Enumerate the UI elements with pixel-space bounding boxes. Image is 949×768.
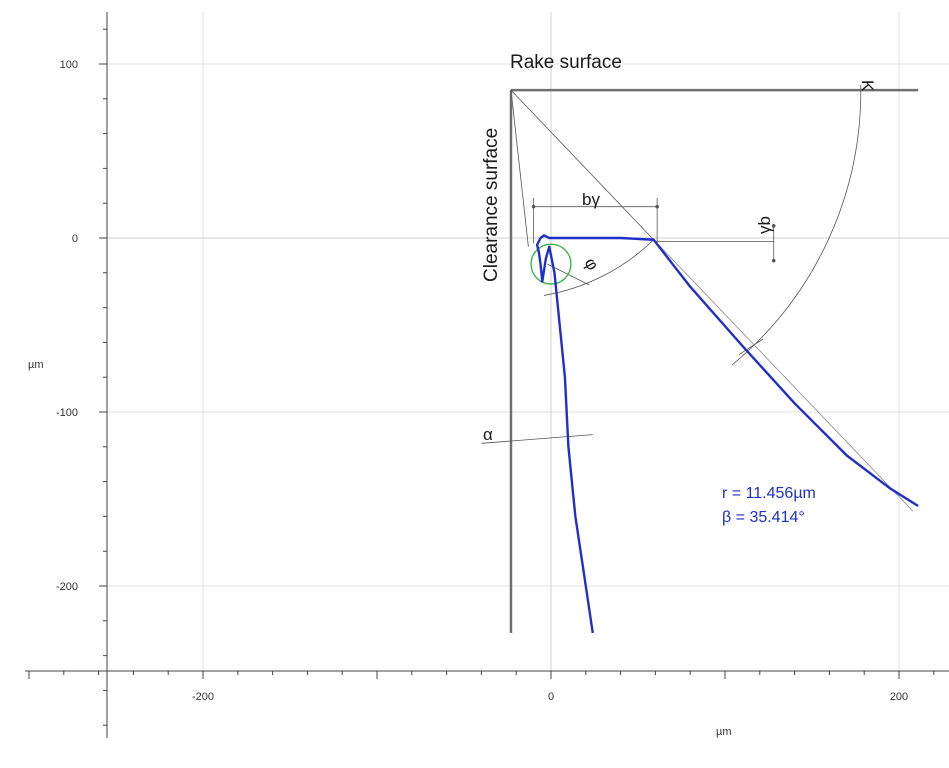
alpha-line	[481, 434, 593, 444]
grid	[107, 12, 949, 671]
dimension-arrow	[531, 204, 536, 209]
wedge-angle-arc	[543, 239, 654, 296]
x-tick-label: 0	[548, 691, 554, 703]
alpha-label: α	[483, 425, 493, 444]
dimension-arrow	[655, 204, 659, 209]
rake-surface-label: Rake surface	[510, 52, 622, 73]
fit-circle	[530, 243, 572, 285]
kappa-arc	[731, 84, 862, 366]
y-tick-label: 0	[72, 233, 78, 245]
y-axis-label: µm	[28, 359, 44, 371]
ticks: -200 0 200 100 0 -100 -200	[28, 28, 935, 726]
gamma-b-label: γb	[755, 216, 774, 234]
y-tick-label: -100	[56, 407, 78, 419]
dimension-arrow	[771, 258, 776, 263]
dimension-arrow	[771, 224, 776, 228]
x-axis-label: µm	[716, 726, 732, 738]
kappa-label: K	[858, 80, 877, 92]
x-tick-label: 200	[890, 691, 908, 703]
clearance-construction-line	[510, 90, 529, 247]
beta-result-text: β = 35.414°	[722, 509, 805, 526]
b-gamma-label: bγ	[582, 190, 600, 209]
radius-result-text: r = 11.456µm	[722, 485, 816, 502]
x-tick-label: -200	[192, 691, 214, 703]
edge-profile-line	[535, 234, 919, 634]
construction-lines	[481, 84, 919, 633]
rake-fit-line	[653, 239, 914, 512]
phi-label: φ	[581, 255, 603, 274]
kappa-tick	[738, 338, 764, 355]
y-tick-label: 100	[60, 59, 78, 71]
diagonal-line	[510, 89, 654, 241]
series	[530, 234, 919, 634]
axes	[25, 12, 949, 738]
clearance-surface-label: Clearance surface	[481, 128, 502, 282]
y-tick-label: -200	[56, 581, 78, 593]
